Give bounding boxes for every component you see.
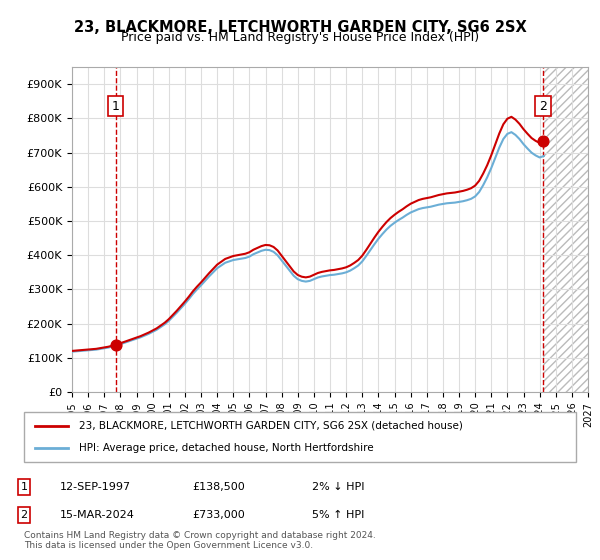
Text: 2: 2	[20, 510, 28, 520]
Text: 1: 1	[112, 100, 119, 113]
Text: 23, BLACKMORE, LETCHWORTH GARDEN CITY, SG6 2SX (detached house): 23, BLACKMORE, LETCHWORTH GARDEN CITY, S…	[79, 421, 463, 431]
Text: Contains HM Land Registry data © Crown copyright and database right 2024.
This d: Contains HM Land Registry data © Crown c…	[24, 530, 376, 550]
Text: 2: 2	[539, 100, 547, 113]
Text: £138,500: £138,500	[192, 482, 245, 492]
Text: 12-SEP-1997: 12-SEP-1997	[60, 482, 131, 492]
Point	[111, 340, 121, 349]
Text: £733,000: £733,000	[192, 510, 245, 520]
Text: HPI: Average price, detached house, North Hertfordshire: HPI: Average price, detached house, Nort…	[79, 443, 374, 453]
Text: 15-MAR-2024: 15-MAR-2024	[60, 510, 135, 520]
FancyBboxPatch shape	[24, 412, 576, 462]
Point	[538, 137, 548, 146]
Text: 2% ↓ HPI: 2% ↓ HPI	[312, 482, 365, 492]
Text: Price paid vs. HM Land Registry's House Price Index (HPI): Price paid vs. HM Land Registry's House …	[121, 31, 479, 44]
Text: 1: 1	[20, 482, 28, 492]
Text: 23, BLACKMORE, LETCHWORTH GARDEN CITY, SG6 2SX: 23, BLACKMORE, LETCHWORTH GARDEN CITY, S…	[74, 20, 526, 35]
Text: 5% ↑ HPI: 5% ↑ HPI	[312, 510, 364, 520]
